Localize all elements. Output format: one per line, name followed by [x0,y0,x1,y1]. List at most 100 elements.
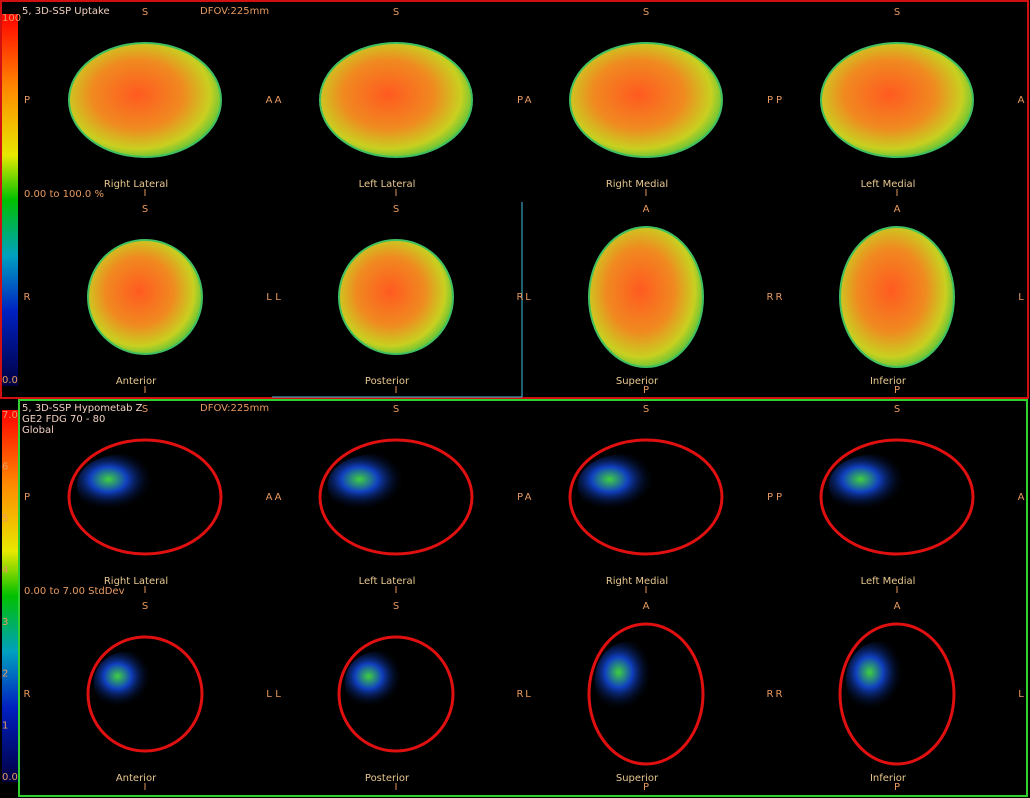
view-name: Right Medial [606,179,668,190]
hypometab-area [344,651,414,714]
dfov: DFOV:225mm [200,403,269,414]
view-name: Superior [616,376,659,387]
orientation-left: A [525,492,532,503]
orientation-bottom: P [643,385,649,396]
orientation-left: A [275,492,282,503]
orientation-right: P [767,95,773,106]
orientation-bottom: I [645,188,648,199]
scale-label: 1 [2,720,8,731]
orientation-top: S [894,404,900,415]
view-name: Right Lateral [104,179,168,190]
brain-image [319,42,473,158]
orientation-right: L [266,292,272,303]
orientation-right: P [517,95,523,106]
orientation-bottom: I [896,188,899,199]
orientation-right: L [1018,689,1024,700]
view-name: Inferior [870,376,907,387]
range: 0.00 to 7.00 StdDev [24,586,125,597]
hypometab-area [594,641,664,719]
orientation-right: P [767,492,773,503]
hypometab-area [327,454,419,517]
scale-label: 100 [2,13,21,24]
orientation-bottom: I [395,188,398,199]
orientation-bottom: I [395,585,398,596]
orientation-left: R [24,689,31,700]
range: 0.00 to 100.0 % [24,189,104,200]
orientation-bottom: P [894,385,900,396]
scale-label: 0.0 [2,375,18,386]
orientation-left: R [776,689,783,700]
orientation-right: A [266,492,273,503]
hypometab-area [93,651,163,714]
orientation-top: S [142,204,148,215]
orientation-top: A [643,601,650,612]
orientation-left: P [24,95,30,106]
scale-label: 7.0 [2,410,18,421]
orientation-left: P [776,492,782,503]
orientation-top: S [142,404,148,415]
orientation-top: A [894,204,901,215]
orientation-right: A [1018,95,1025,106]
orientation-right: L [266,689,272,700]
orientation-bottom: I [395,782,398,793]
brain-image [87,239,203,355]
orientation-right: R [767,689,774,700]
orientation-bottom: I [144,585,147,596]
panel-title: 5, 3D-SSP Uptake [22,6,110,17]
panel-subtitle: GE2 FDG 70 - 80 [22,414,105,425]
hypometab-area [828,454,920,517]
brain-image [569,42,723,158]
view-name: Posterior [365,773,410,784]
panel-title: 5, 3D-SSP Hypometab Z [22,403,143,414]
dfov: DFOV:225mm [200,6,269,17]
panel-border [0,0,1029,399]
brain-image [820,42,974,158]
orientation-bottom: I [144,188,147,199]
orientation-left: L [275,689,281,700]
orientation-left: P [776,95,782,106]
orientation-right: R [767,292,774,303]
orientation-top: S [142,7,148,18]
scale-label: 2 [2,669,8,680]
view-name: Left Lateral [359,179,416,190]
hypometab-area [577,454,669,517]
scale-label: 3 [2,617,8,628]
orientation-left: A [275,95,282,106]
orientation-top: S [643,7,649,18]
brain-image [839,226,955,368]
orientation-left: A [525,95,532,106]
orientation-left: L [525,292,531,303]
orientation-right: R [517,689,524,700]
view-name: Inferior [870,773,907,784]
view-name: Left Medial [861,179,916,190]
orientation-bottom: I [395,385,398,396]
view-name: Posterior [365,376,410,387]
hypometab-area [845,641,915,719]
orientation-left: R [24,292,31,303]
orientation-bottom: I [896,585,899,596]
view-name: Left Lateral [359,576,416,587]
panel-border [18,399,1028,797]
orientation-top: A [643,204,650,215]
panel-subtitle: Global [22,425,54,436]
brain-image [68,42,222,158]
orientation-bottom: P [643,782,649,793]
view-name: Right Lateral [104,576,168,587]
orientation-right: L [1018,292,1024,303]
orientation-top: S [142,601,148,612]
color-bar [2,410,18,782]
view-name: Right Medial [606,576,668,587]
orientation-top: S [393,7,399,18]
orientation-left: L [525,689,531,700]
view-name: Superior [616,773,659,784]
orientation-top: S [643,404,649,415]
orientation-bottom: I [144,385,147,396]
scale-label: 5 [2,513,8,524]
orientation-top: A [894,601,901,612]
orientation-left: P [24,492,30,503]
view-name: Left Medial [861,576,916,587]
orientation-top: S [393,204,399,215]
hypometab-area [76,454,168,517]
scale-label: 6 [2,462,8,473]
